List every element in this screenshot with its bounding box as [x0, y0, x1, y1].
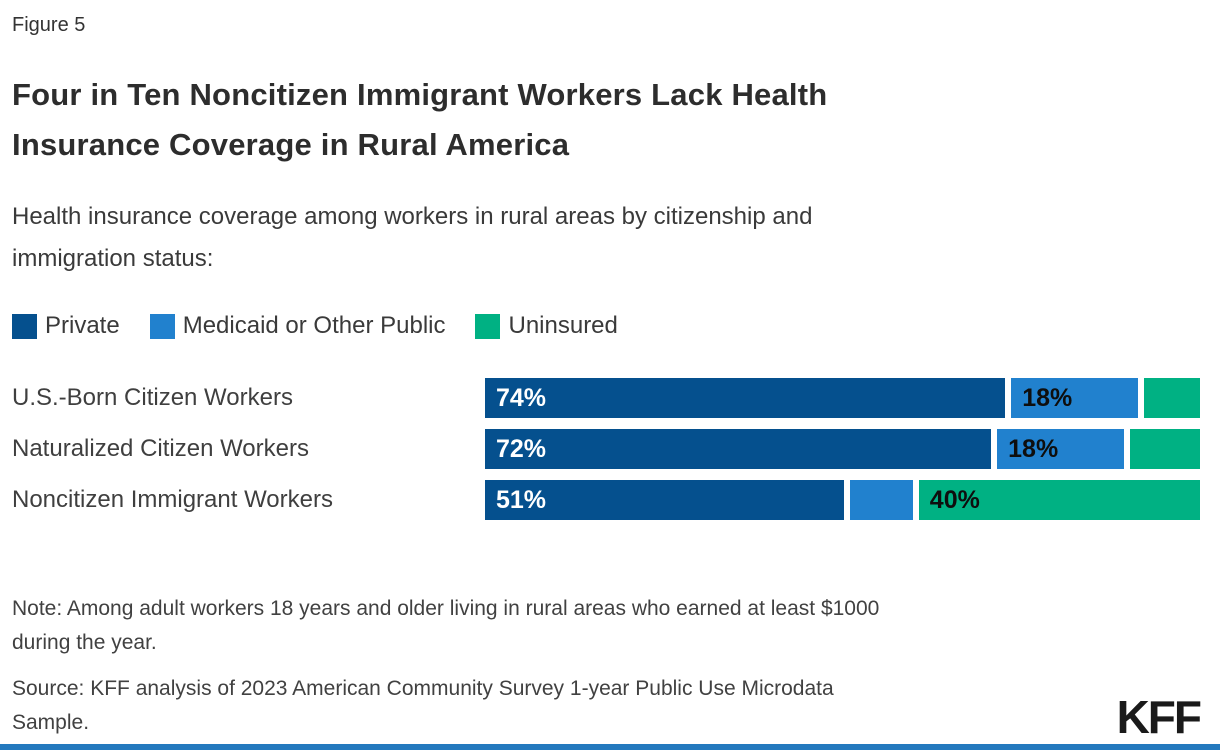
bar-track: 51% 40%	[485, 480, 1200, 520]
bar-value-label: 18%	[1022, 383, 1073, 412]
legend-swatch-icon	[149, 313, 175, 339]
bar-track: 74% 18%	[485, 378, 1200, 418]
category-label: U.S.-Born Citizen Workers	[12, 384, 293, 411]
legend-label: Medicaid or Other Public	[182, 312, 446, 339]
category-label: Naturalized Citizen Workers	[12, 435, 309, 462]
chart-row: Noncitizen Immigrant Workers 51% 40%	[12, 480, 1200, 520]
bar-value-label: 18%	[1008, 434, 1059, 463]
figure-label: Figure 5	[12, 14, 86, 36]
bar-segment: 18%	[1011, 378, 1138, 418]
footer-accent-bar	[0, 744, 1220, 750]
chart-title: Four in Ten Noncitizen Immigrant Workers…	[12, 77, 828, 163]
bar-segment: 40%	[918, 480, 1200, 520]
legend-item: Uninsured	[475, 312, 618, 340]
bar-segment	[849, 480, 913, 520]
kff-logo: KFF	[1116, 691, 1202, 743]
bar-value-label: 40%	[929, 485, 980, 514]
chart-row: U.S.-Born Citizen Workers 74% 18%	[12, 378, 1200, 418]
legend-label: Uninsured	[508, 312, 618, 339]
bar-value-label: 72%	[496, 434, 547, 463]
legend-swatch-icon	[12, 313, 37, 339]
legend-swatch-icon	[475, 313, 501, 339]
bar-track: 72% 18%	[485, 429, 1200, 469]
bar-segment: 74%	[485, 378, 1006, 418]
bar-segment: 51%	[485, 480, 844, 520]
bar-segment	[1129, 429, 1200, 469]
source-text: Source: KFF analysis of 2023 American Co…	[12, 677, 834, 735]
chart-row: Naturalized Citizen Workers 72% 18%	[12, 429, 1200, 469]
bar-value-label: 51%	[496, 485, 547, 514]
legend-item: Medicaid or Other Public	[149, 312, 446, 340]
legend: Private Medicaid or Other Public Uninsured	[12, 312, 618, 340]
bar-segment: 72%	[485, 429, 992, 469]
legend-label: Private	[45, 312, 120, 339]
bar-value-label: 74%	[496, 383, 547, 412]
legend-item: Private	[12, 312, 120, 340]
chart-subtitle: Health insurance coverage among workers …	[12, 203, 813, 272]
stacked-bar-chart: U.S.-Born Citizen Workers 74% 18% Naturaliz…	[12, 378, 1200, 531]
category-label: Noncitizen Immigrant Workers	[12, 486, 333, 513]
bar-segment	[1143, 378, 1200, 418]
note-text: Note: Among adult workers 18 years and o…	[12, 597, 880, 655]
bar-segment: 18%	[997, 429, 1124, 469]
